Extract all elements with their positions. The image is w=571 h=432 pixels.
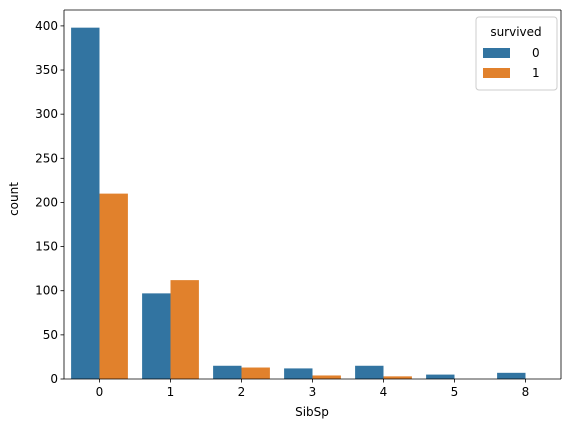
x-tick-label: 4 xyxy=(380,385,388,399)
x-tick-label: 5 xyxy=(451,385,459,399)
y-tick-label: 400 xyxy=(35,19,58,33)
x-tick-label: 3 xyxy=(309,385,317,399)
bar-sibsp-4-survived-0 xyxy=(355,365,384,379)
bar-sibsp-8-survived-0 xyxy=(497,372,526,379)
bar-sibsp-2-survived-1 xyxy=(241,367,270,379)
bar-sibsp-3-survived-1 xyxy=(312,375,341,379)
x-tick-label: 1 xyxy=(167,385,175,399)
x-tick-label: 0 xyxy=(96,385,104,399)
bar-sibsp-1-survived-0 xyxy=(142,293,171,379)
legend-label-survived-1: 1 xyxy=(532,66,540,80)
legend: survived 0 1 xyxy=(475,16,558,91)
bars-group xyxy=(71,27,526,379)
bar-sibsp-0-survived-0 xyxy=(71,27,100,379)
legend-label-survived-0: 0 xyxy=(532,46,540,60)
bar-sibsp-3-survived-0 xyxy=(284,368,313,379)
y-tick-label: 100 xyxy=(35,284,58,298)
x-axis-label: SibSp xyxy=(295,405,329,419)
y-tick-label: 150 xyxy=(35,240,58,254)
y-tick-label: 200 xyxy=(35,195,58,209)
y-tick-label: 350 xyxy=(35,63,58,77)
legend-swatch-survived-0 xyxy=(483,48,510,58)
y-tick-label: 50 xyxy=(43,328,58,342)
y-axis-label: count xyxy=(7,182,21,216)
bar-sibsp-1-survived-1 xyxy=(170,280,199,379)
y-tick-label: 0 xyxy=(50,372,58,386)
y-tick-label: 250 xyxy=(35,151,58,165)
x-tick-label: 8 xyxy=(522,385,530,399)
bar-sibsp-4-survived-1 xyxy=(383,376,412,379)
bar-sibsp-5-survived-0 xyxy=(426,374,455,379)
y-tick-label: 300 xyxy=(35,107,58,121)
x-tick-label: 2 xyxy=(238,385,246,399)
axes-group: 0 50 100 150 200 250 300 350 400 0 1 2 3 4 5 8 xyxy=(35,9,562,399)
bar-sibsp-0-survived-1 xyxy=(99,193,128,379)
bar-sibsp-2-survived-0 xyxy=(213,365,242,379)
legend-swatch-survived-1 xyxy=(483,68,510,78)
legend-title: survived xyxy=(490,25,541,39)
